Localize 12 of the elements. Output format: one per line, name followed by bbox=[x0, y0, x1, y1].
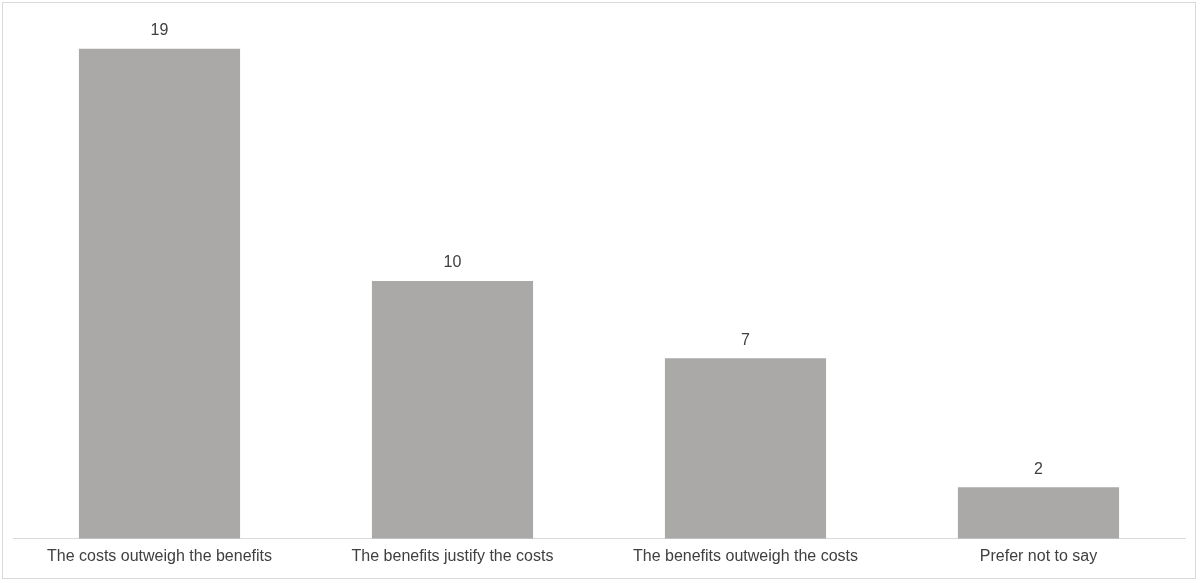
data-label: 7 bbox=[741, 330, 751, 348]
bar bbox=[78, 48, 241, 539]
x-tick-label: The benefits justify the costs bbox=[351, 546, 554, 564]
bar bbox=[371, 280, 534, 539]
x-tick-label: The benefits outweigh the costs bbox=[632, 546, 859, 564]
data-label: 2 bbox=[1034, 459, 1044, 477]
data-label: 10 bbox=[443, 253, 462, 271]
data-label: 19 bbox=[150, 21, 169, 39]
bar bbox=[957, 487, 1120, 539]
x-tick-label: Prefer not to say bbox=[979, 546, 1098, 564]
bar bbox=[664, 358, 827, 539]
x-tick-label: The costs outweigh the benefits bbox=[46, 546, 273, 564]
